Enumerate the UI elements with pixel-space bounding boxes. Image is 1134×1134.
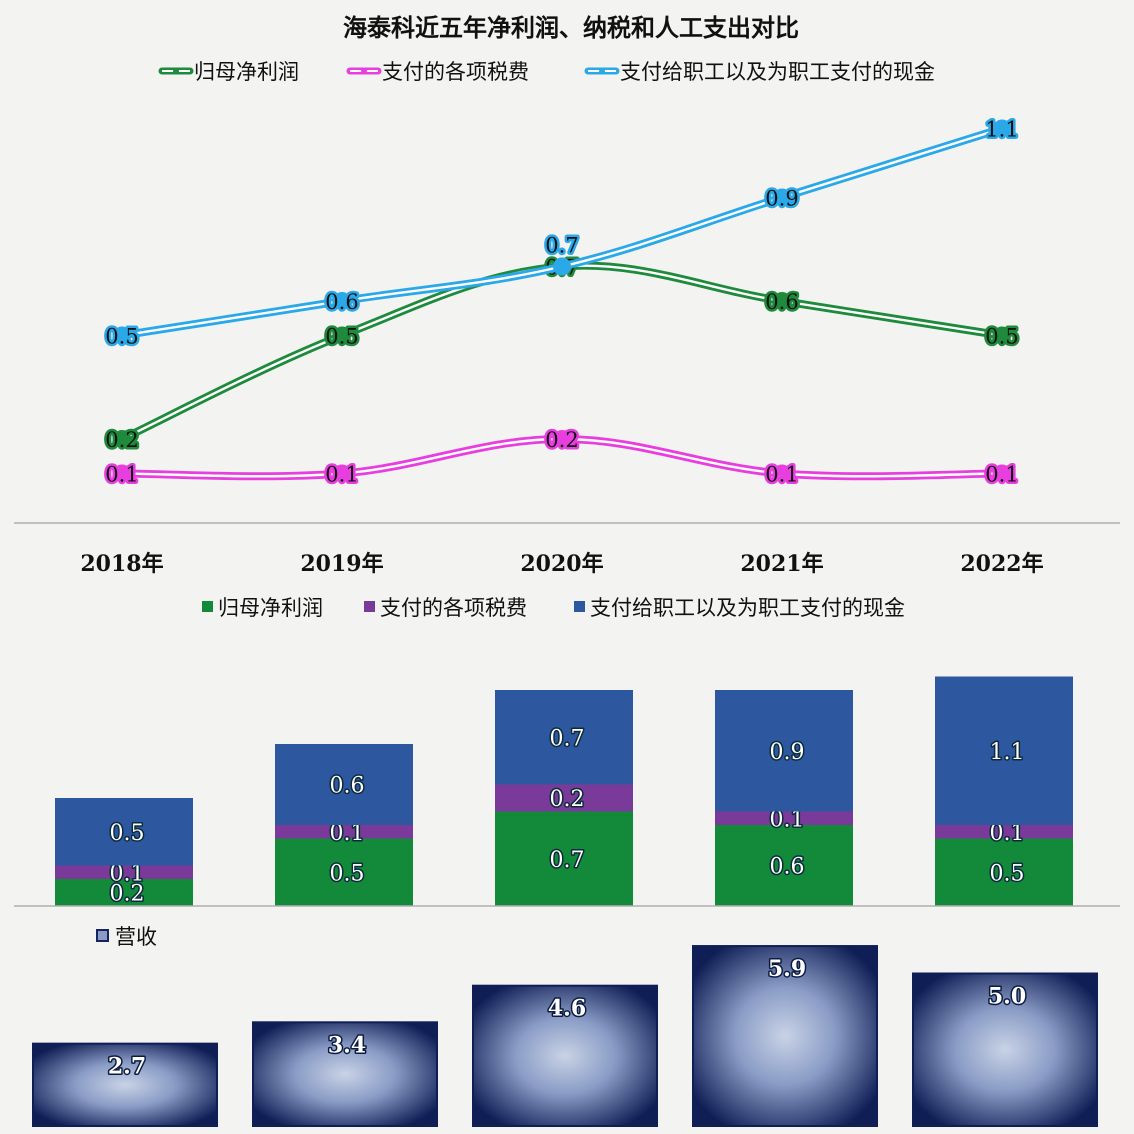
stack-label-0-0: 0.2: [110, 882, 145, 907]
series-1-label-4: 0.1: [985, 463, 1018, 487]
stack-label-3-2: 0.9: [770, 740, 805, 765]
stack-bar-1-seg-2: [275, 744, 413, 825]
series-0-label-3: 0.6: [765, 290, 798, 314]
legend-label-0: 归母净利润: [194, 60, 299, 84]
series-2-point-3: [773, 188, 791, 207]
series-1-point-4: [993, 464, 1011, 483]
legend-swatch-dot-1: [361, 68, 367, 74]
line-chart: 0.20.50.70.60.50.10.10.20.10.10.50.60.70…: [103, 115, 1021, 489]
series-2-label-2: 0.7: [545, 234, 578, 258]
revenue-bar-4: [912, 972, 1098, 1127]
series-0-label-4: 0.5: [985, 325, 1018, 349]
x-tick-label-3: 2021年: [740, 551, 823, 577]
series-0-point-0: [113, 430, 131, 448]
legend-swatch-dot-0: [173, 68, 179, 74]
revenue-label-2: 4.6: [548, 996, 586, 1022]
x-tick-label-0: 2018年: [80, 551, 163, 577]
series-1-point-1: [333, 464, 351, 483]
revenue-label-0: 2.7: [108, 1054, 146, 1080]
stack-bar-1-seg-0: [275, 838, 413, 906]
chart-title: 海泰科近五年净利润、纳税和人工支出对比: [343, 13, 799, 42]
legend-label-1: 支付的各项税费: [382, 60, 529, 84]
stack-bar-0-seg-1: [55, 865, 193, 879]
stack-bar-0-seg-2: [55, 798, 193, 866]
x-axis-labels: 2018年 2019年 2020年 2021年 2022年: [80, 551, 1043, 577]
x-tick-label-1: 2019年: [300, 551, 383, 577]
stack-label-2-0: 0.7: [550, 848, 585, 873]
revenue-bar-2: [472, 984, 658, 1128]
series-2-label-0: 0.5: [105, 325, 138, 349]
stack-legend-label-1: 支付的各项税费: [380, 596, 527, 620]
stack-bar-2-seg-1: [495, 784, 633, 812]
stack-bar-3-seg-2: [715, 690, 853, 812]
stack-bar-2-seg-2: [495, 690, 633, 785]
stack-legend-swatch-1: [364, 601, 375, 612]
legend-swatch-dot-2: [599, 68, 605, 74]
stack-legend-swatch-2: [574, 601, 585, 612]
revenue-legend-label: 营收: [115, 925, 157, 949]
stack-legend-label-2: 支付给职工以及为职工支付的现金: [590, 596, 905, 620]
series-2-point-0: [113, 326, 131, 345]
stack-bar-4-seg-0: [935, 838, 1073, 906]
series-line-0: [118, 261, 1006, 443]
stack-bar-1-seg-1: [275, 825, 413, 839]
series-0-label-0: 0.2: [105, 428, 138, 452]
series-2-label-3: 0.9: [765, 187, 798, 211]
series-1-point-3: [773, 464, 791, 483]
series-2-point-4: [993, 119, 1011, 138]
revenue-bar-1: [252, 1021, 438, 1127]
stack-bar-4-seg-2: [935, 676, 1073, 825]
stacked-legend: 归母净利润 支付的各项税费 支付给职工以及为职工支付的现金: [202, 596, 905, 620]
revenue-bar-3: [692, 945, 878, 1127]
stack-label-1-0: 0.5: [330, 861, 365, 886]
series-1-label-3: 0.1: [765, 463, 798, 487]
series-1-point-0: [113, 464, 131, 483]
stack-label-2-2: 0.7: [550, 726, 585, 751]
series-1-point-2: [553, 430, 571, 448]
series-2-point-1: [333, 292, 351, 310]
revenue-label-4: 5.0: [988, 984, 1026, 1010]
revenue-legend: 营收: [96, 925, 157, 949]
series-1-label-2: 0.2: [545, 428, 578, 452]
stack-label-2-1: 0.2: [550, 787, 585, 812]
series-0-point-1: [333, 326, 351, 345]
series-line-highlight-0: [120, 264, 1004, 441]
stack-label-1-2: 0.6: [330, 774, 365, 799]
revenue-label-1: 3.4: [328, 1032, 366, 1058]
series-line-2: [118, 124, 1006, 340]
series-2-point-2: [553, 257, 571, 276]
stack-label-0-2: 0.5: [110, 821, 145, 846]
series-1-label-0: 0.1: [105, 463, 138, 487]
series-0-point-4: [993, 326, 1011, 345]
stacked-bar-chart: 0.20.10.50.50.10.60.70.20.70.60.10.90.50…: [55, 676, 1073, 908]
x-tick-label-4: 2022年: [960, 551, 1043, 577]
revenue-legend-swatch: [96, 929, 109, 942]
line-legend: 归母净利润 支付的各项税费 支付给职工以及为职工支付的现金: [158, 60, 935, 84]
legend-label-2: 支付给职工以及为职工支付的现金: [620, 60, 935, 84]
stack-bar-3-seg-0: [715, 825, 853, 906]
series-line-highlight-2: [120, 127, 1004, 337]
stack-bar-3-seg-1: [715, 811, 853, 825]
stack-legend-swatch-0: [202, 601, 213, 612]
revenue-label-3: 5.9: [768, 956, 806, 982]
stack-bar-0-seg-0: [55, 879, 193, 906]
series-0-point-3: [773, 292, 791, 310]
revenue-bar-0: [32, 1042, 218, 1128]
stack-label-4-0: 0.5: [990, 861, 1025, 886]
stack-bar-2-seg-0: [495, 811, 633, 906]
series-2-label-4: 1.1: [985, 118, 1018, 142]
series-1-label-1: 0.1: [325, 463, 358, 487]
x-tick-label-2: 2020年: [520, 551, 603, 577]
series-0-label-1: 0.5: [325, 325, 358, 349]
stack-legend-label-0: 归母净利润: [218, 596, 323, 620]
stack-label-4-2: 1.1: [990, 740, 1025, 765]
series-2-label-1: 0.6: [325, 290, 358, 314]
revenue-bar-chart: 2.7 3.4 4.6 5.9 5.0: [32, 945, 1098, 1128]
stack-label-3-0: 0.6: [770, 855, 805, 880]
stack-bar-4-seg-1: [935, 825, 1073, 839]
